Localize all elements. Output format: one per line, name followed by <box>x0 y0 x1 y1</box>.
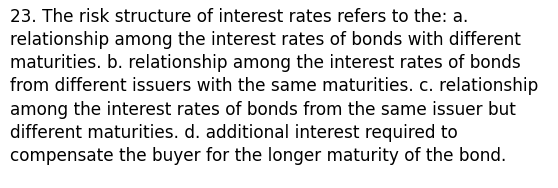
Text: 23. The risk structure of interest rates refers to the: a.
relationship among th: 23. The risk structure of interest rates… <box>10 8 538 165</box>
